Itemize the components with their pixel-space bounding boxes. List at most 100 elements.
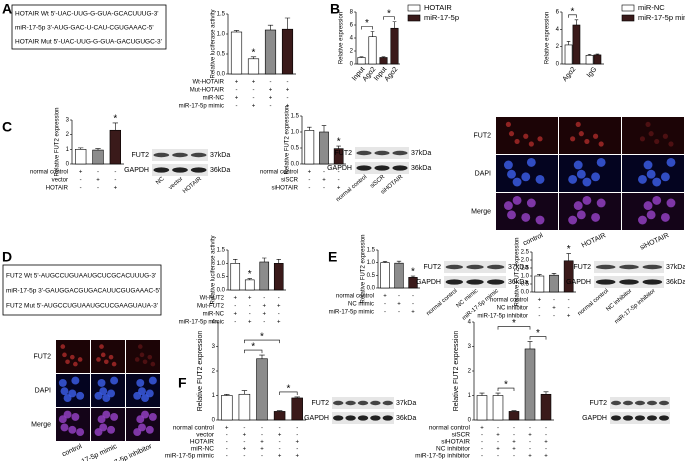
blot-band [382, 400, 394, 406]
cell [99, 423, 108, 432]
cell [508, 131, 515, 137]
y-tick-label: 0.5 [291, 146, 300, 152]
cell [596, 198, 606, 208]
legend-label: miR-NC [638, 3, 665, 12]
condition-sign: - [97, 170, 99, 176]
error-bar [566, 41, 571, 45]
error-bar [392, 21, 397, 29]
condition-sign: - [296, 447, 298, 453]
sequence: HOTAIR Wt 5'-UAC-UUG-G-GUA-GCACUUUG-3' [15, 11, 159, 18]
condition-sign: - [279, 440, 281, 446]
condition-sign: - [568, 306, 570, 312]
condition-sign: + [538, 298, 542, 304]
cell [99, 344, 104, 349]
cell [134, 357, 140, 362]
image-row-label: Merge [31, 421, 51, 428]
blot-size: 37kDa [508, 264, 528, 271]
condition-sign: - [114, 178, 116, 184]
condition-sign: + [269, 96, 273, 102]
condition-sign: + [262, 304, 266, 310]
condition-label: miR-17-5p inhibitor [477, 314, 528, 320]
significance-bracket [279, 391, 298, 395]
cell [535, 215, 545, 225]
y-tick-label: 1.0 [217, 261, 226, 267]
condition-sign: - [296, 426, 298, 432]
bar [230, 31, 243, 75]
image-row-label: DAPI [475, 170, 491, 177]
cell [576, 169, 586, 179]
condition-sign: - [513, 433, 515, 439]
y-tick-label: 6 [556, 10, 560, 16]
sequence: FUT2 Mut 5'-AUGCCUGUAAUGCUCGAAGUAUA-3' [6, 303, 158, 310]
blot-band [332, 415, 344, 421]
cell [568, 174, 578, 184]
condition-label: siHOTAIR [441, 439, 470, 446]
condition-label: Wt-FUT2 [200, 296, 225, 302]
cell [638, 215, 647, 225]
condition-sign: - [80, 186, 82, 192]
condition-sign: + [544, 454, 548, 460]
blot-band [370, 415, 381, 421]
y-tick-label: 0.0 [367, 286, 376, 292]
blot-size: 37kDa [396, 400, 416, 407]
blot-band [622, 400, 634, 406]
significance-bracket [244, 349, 263, 354]
condition-sign: + [286, 104, 290, 110]
cell [578, 131, 584, 137]
condition-sign: + [496, 447, 500, 453]
cell [103, 359, 109, 365]
cell [137, 344, 143, 349]
blot-band [610, 400, 622, 406]
bar [109, 129, 122, 165]
significance-bracket [361, 26, 373, 30]
cell [523, 133, 529, 139]
bar [273, 411, 286, 421]
blot-band [619, 279, 639, 285]
condition-sign: - [261, 426, 263, 432]
y-tick-label: 1 [468, 393, 472, 399]
cell [584, 138, 590, 145]
significance-star: * [536, 328, 540, 339]
significance-star: * [252, 47, 256, 58]
condition-sign: + [512, 447, 516, 453]
bar [534, 275, 545, 293]
condition-sign: - [553, 314, 555, 320]
condition-sign: + [295, 454, 299, 460]
cell [76, 391, 85, 400]
image-column-label: control [522, 232, 544, 247]
condition-sign: - [545, 447, 547, 453]
condition-sign: - [243, 426, 245, 432]
cell [63, 410, 72, 419]
lane-label: HOTAIR [182, 176, 203, 195]
bar [92, 149, 104, 165]
error-bar [396, 260, 402, 264]
y-tick-label: 2.0 [521, 258, 530, 264]
y-tick-label: 1.0 [521, 274, 530, 280]
bar [230, 263, 241, 291]
cell [110, 412, 119, 421]
cell [537, 136, 543, 142]
condition-sign: - [253, 96, 255, 102]
condition-sign: - [545, 433, 547, 439]
blot-label: FUT2 [335, 150, 353, 157]
condition-sign: - [263, 320, 265, 326]
significance-star: * [251, 342, 255, 353]
error-bar [267, 24, 274, 30]
legend-swatch [407, 14, 421, 22]
y-tick-label: 0.5 [217, 52, 226, 58]
cell [598, 141, 604, 147]
significance-star: * [286, 384, 290, 395]
legend-swatch [621, 14, 635, 22]
condition-sign: - [249, 304, 251, 310]
y-tick-label: 0.5 [217, 274, 226, 280]
sequence: miR-17-5p 3'-AUG-GAC-U-CAU-CGUGAAAC-5' [15, 25, 154, 32]
micrograph [91, 340, 125, 373]
y-axis-label: Relative expression [545, 12, 551, 64]
bar [593, 54, 602, 65]
blot-band [646, 400, 658, 406]
cell [150, 361, 156, 367]
significance-bracket [529, 336, 547, 340]
image-column-label: control [61, 443, 83, 458]
blot-band [357, 400, 369, 406]
lane-label: normal control [577, 288, 610, 317]
